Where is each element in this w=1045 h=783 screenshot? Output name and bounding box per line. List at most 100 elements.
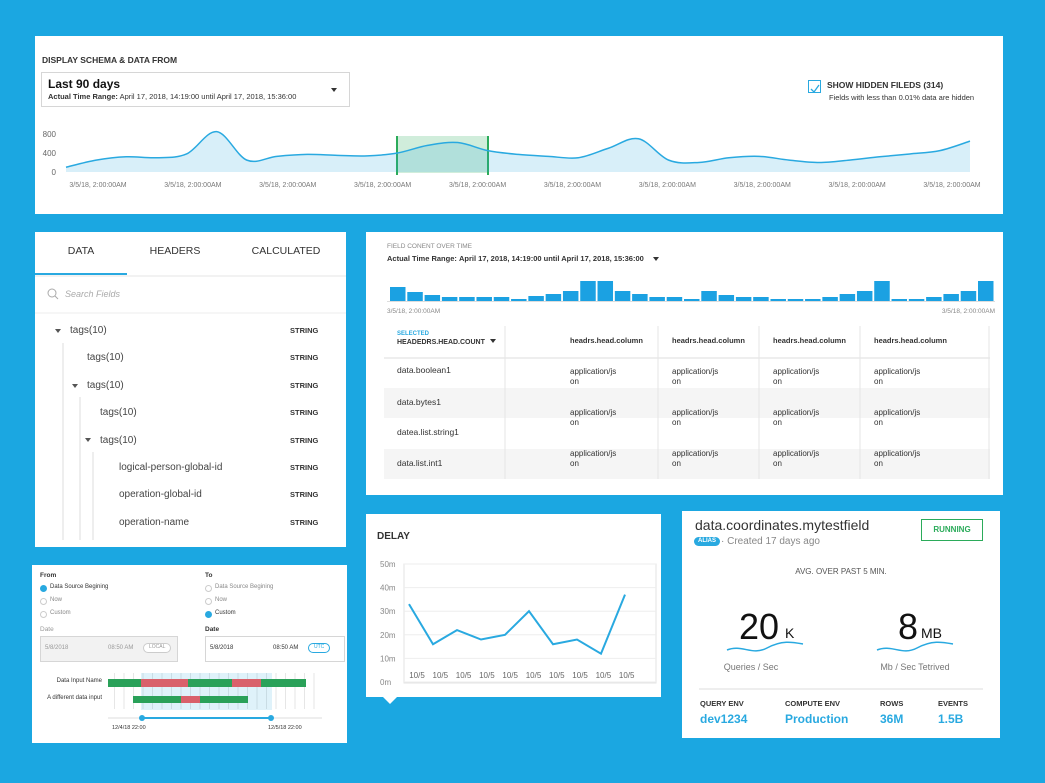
date-label: Date xyxy=(205,626,220,633)
range-dropdown[interactable] xyxy=(41,72,350,107)
range-value: April 17, 2018, 14:19:00 until April 17,… xyxy=(119,92,297,101)
date-label: Date xyxy=(40,626,54,633)
radio[interactable] xyxy=(205,585,212,592)
radio[interactable] xyxy=(205,611,212,618)
search-input[interactable]: Search Fields xyxy=(65,289,121,299)
radio[interactable] xyxy=(40,585,47,592)
detail-value: 36M xyxy=(880,712,904,726)
range-title: Last 90 days xyxy=(48,77,121,91)
date-input[interactable] xyxy=(205,636,345,662)
field-label[interactable]: operation-global-id xyxy=(119,489,202,501)
detail-value: dev1234 xyxy=(700,712,748,726)
field-type: STRING xyxy=(290,463,319,472)
column-header: headrs.head.column xyxy=(773,336,846,345)
section-label: To xyxy=(205,572,213,579)
tab[interactable]: CALCULATED xyxy=(251,245,321,257)
hidden-fields-label: SHOW HIDDEN FILEDS (314) xyxy=(827,80,944,90)
stat-label: Queries / Sec xyxy=(723,662,779,672)
stat-value: 20 xyxy=(739,606,780,647)
field-label[interactable]: tags(10) xyxy=(87,379,124,391)
radio-label[interactable]: Data Source Begining xyxy=(215,584,274,590)
caret xyxy=(331,88,337,92)
column-header: headrs.head.column xyxy=(672,336,745,345)
stat-unit: MB xyxy=(921,625,942,641)
field-label[interactable]: operation-name xyxy=(119,516,190,528)
avg-label: AVG. OVER PAST 5 MIN. xyxy=(795,567,887,576)
x-label: 3/5/18, 2:00:00AM xyxy=(941,308,995,315)
date: 5/8/2018 xyxy=(210,645,234,651)
schema-panel xyxy=(35,36,1003,214)
selected-column[interactable]: HEADEDRS.HEAD.COUNT xyxy=(397,339,485,346)
zone-pill[interactable]: LOCAL xyxy=(143,643,172,653)
zone-pill[interactable]: UTC xyxy=(308,643,331,653)
detail-value: 1.5B xyxy=(938,712,964,726)
cell: application/json xyxy=(874,408,921,427)
detail-label: COMPUTE ENV xyxy=(785,699,841,708)
popover-pointer xyxy=(383,697,397,704)
field-type: STRING xyxy=(290,490,319,500)
column-header: headrs.head.column xyxy=(570,336,643,345)
time: 08:50 AM xyxy=(108,645,134,651)
range-label: 12/5/18 22:00 xyxy=(268,725,302,731)
section-label: From xyxy=(40,572,57,579)
row-name: data.bytes1 xyxy=(397,397,441,407)
field-type: STRING xyxy=(290,353,319,363)
range-label: Actual Time Range: xyxy=(387,254,457,263)
field-name: data.coordinates.mytestfield xyxy=(695,517,870,533)
stat-unit: K xyxy=(785,625,795,641)
heading: DISPLAY SCHEMA & DATA FROM xyxy=(42,55,178,65)
radio[interactable] xyxy=(40,611,47,618)
stat-label: Mb / Sec Tetrived xyxy=(880,662,950,672)
radio[interactable] xyxy=(205,598,212,605)
range-label: Actual Time Range: xyxy=(48,92,118,101)
date: 5/8/2018 xyxy=(45,645,69,651)
delay-title: DELAY xyxy=(377,531,410,542)
radio-label[interactable]: Data Source Begining xyxy=(50,584,109,590)
radio[interactable] xyxy=(40,598,47,605)
x-label: 3/5/18, 2:00:00AM xyxy=(387,308,441,315)
detail-label: QUERY ENV xyxy=(700,699,744,708)
radio-label[interactable]: Now xyxy=(215,597,228,603)
cell: application/json xyxy=(773,367,820,386)
field-label[interactable]: tags(10) xyxy=(70,325,107,336)
cell: application/json xyxy=(773,449,820,468)
created-line: · Created 17 days ago xyxy=(721,536,820,547)
alias-badge: ALIAS xyxy=(694,537,720,546)
content-title: FIELD CONENT OVER TIME xyxy=(387,243,472,250)
field-label[interactable]: tags(10) xyxy=(87,352,124,364)
cell: application/json xyxy=(570,449,617,468)
range-label: 12/4/18 22:00 xyxy=(112,725,146,731)
range-line: Actual Time Range: April 17, 2018, 14:19… xyxy=(48,92,297,102)
tab[interactable]: DATA xyxy=(67,245,95,257)
field-label[interactable]: tags(10) xyxy=(100,407,137,419)
field-label[interactable]: tags(10) xyxy=(100,434,137,446)
tab[interactable]: HEADERS xyxy=(149,245,201,257)
radio-label[interactable]: Custom xyxy=(215,610,236,616)
detail-value: Production xyxy=(785,712,849,726)
stat-value: 8 xyxy=(898,606,919,647)
radio-label[interactable]: Custom xyxy=(50,610,71,616)
status-button[interactable]: RUNNING xyxy=(921,519,983,541)
input-name: Data Input Name xyxy=(56,678,102,684)
cell: application/json xyxy=(570,367,617,386)
field-label[interactable]: logical-person-global-id xyxy=(119,462,223,473)
time: 08:50 AM xyxy=(273,645,299,651)
range-line[interactable]: Actual Time Range: April 17, 2018, 14:19… xyxy=(387,254,644,264)
cell: application/json xyxy=(672,449,719,468)
field-type: STRING xyxy=(290,435,319,445)
cell: application/json xyxy=(672,408,719,427)
cell: application/json xyxy=(570,408,617,427)
checkbox[interactable] xyxy=(808,80,821,94)
field-type: STRING xyxy=(290,517,319,527)
cell: application/json xyxy=(874,367,921,386)
hidden-fields-note: Fields with less than 0.01% data are hid… xyxy=(829,93,975,102)
cell: application/json xyxy=(874,449,921,468)
row-name: data.boolean1 xyxy=(397,365,451,375)
radio-label[interactable]: Now xyxy=(50,597,63,603)
check xyxy=(810,84,820,94)
column-header: headrs.head.column xyxy=(874,336,947,345)
detail-label: ROWS xyxy=(880,699,904,708)
field-type: STRING xyxy=(290,380,319,390)
field-type: STRING xyxy=(290,326,319,335)
